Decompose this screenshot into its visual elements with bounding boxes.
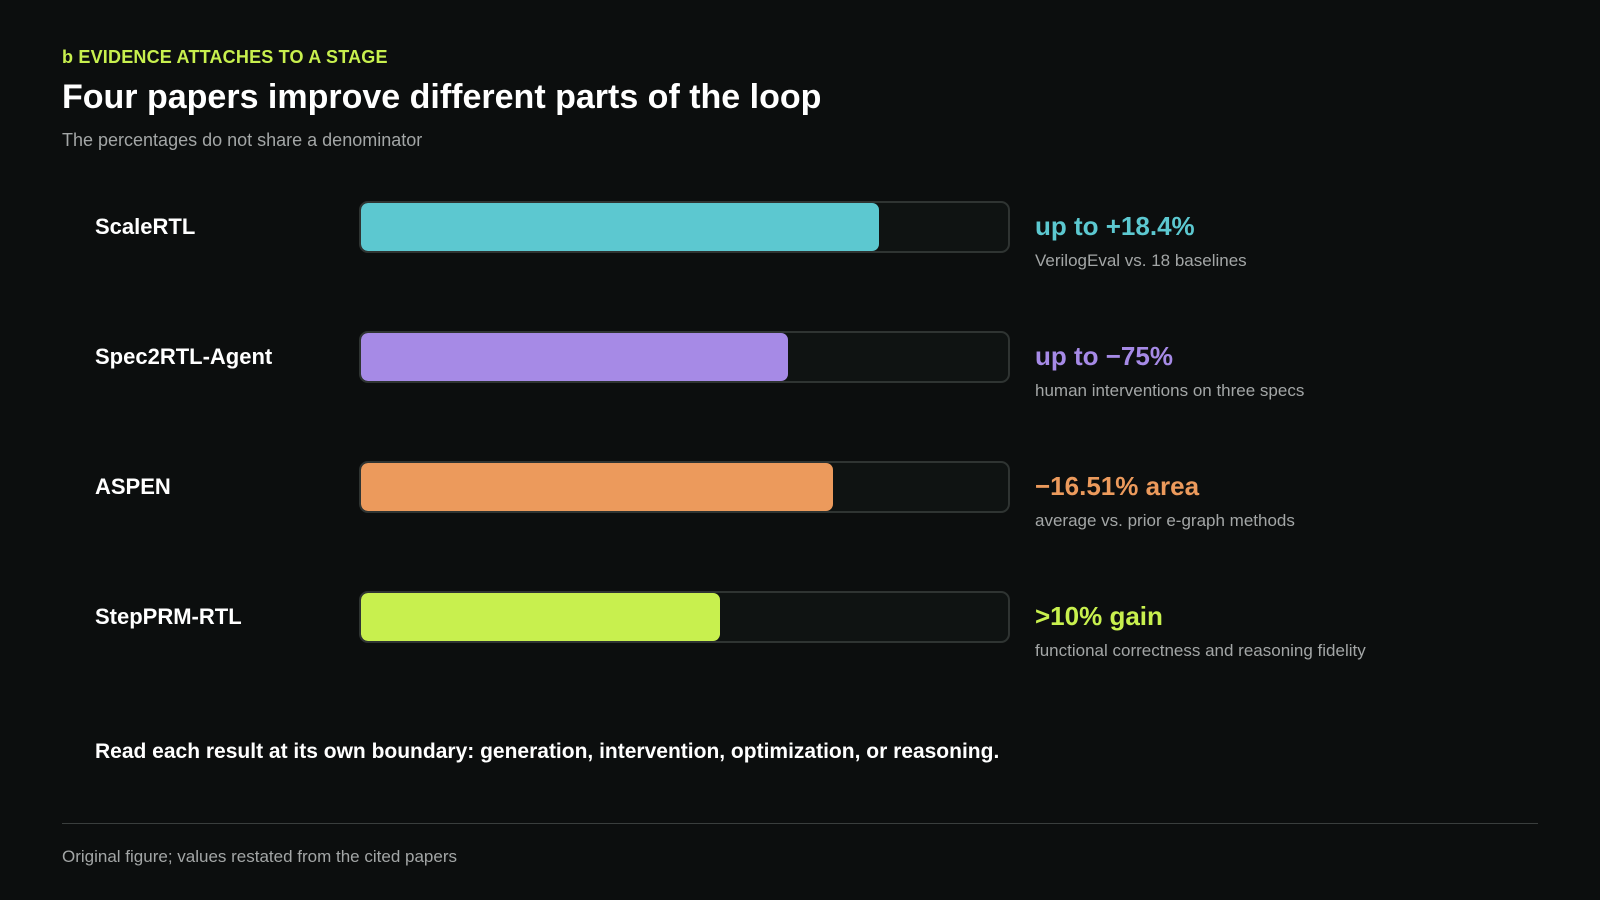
chart-subtitle: The percentages do not share a denominat…	[62, 130, 423, 150]
footer-note: Original figure; values restated from th…	[62, 847, 457, 866]
bar-fill-stepprm-rtl	[361, 593, 721, 641]
bar-track	[359, 201, 1010, 253]
bar-row-stepprm-rtl: StepPRM-RTL >10% gain functional correctne…	[0, 591, 1600, 691]
category-label: Spec2RTL-Agent	[95, 344, 273, 369]
value-note: VerilogEval vs. 18 baselines	[1035, 251, 1247, 270]
value-label: >10% gain	[1035, 601, 1163, 631]
category-label: ASPEN	[95, 474, 171, 499]
value-note: average vs. prior e-graph methods	[1035, 511, 1295, 530]
bar-fill-aspen	[361, 463, 834, 511]
value-label: up to −75%	[1035, 341, 1173, 371]
value-label: up to +18.4%	[1035, 211, 1195, 241]
value-note: human interventions on three specs	[1035, 381, 1305, 400]
bar-row-aspen: ASPEN −16.51% area average vs. prior e-gra…	[0, 461, 1600, 561]
bar-row-scalertl: ScaleRTL up to +18.4% VerilogEval vs. 18 b…	[0, 201, 1600, 301]
bar-track	[359, 331, 1010, 383]
bar-row-spec2rtl-agent: Spec2RTL-Agent up to −75% human interventi…	[0, 331, 1600, 431]
bar-fill-scalertl	[361, 203, 879, 251]
chart-title: Four papers improve different parts of t…	[62, 78, 822, 116]
category-label: ScaleRTL	[95, 214, 196, 239]
takeaway-text: Read each result at its own boundary: ge…	[95, 740, 1000, 763]
bar-track	[359, 591, 1010, 643]
divider	[62, 823, 1538, 824]
value-label: −16.51% area	[1035, 471, 1200, 501]
category-label: StepPRM-RTL	[95, 604, 242, 629]
bar-fill-spec2rtl-agent	[361, 333, 789, 381]
value-note: functional correctness and reasoning fid…	[1035, 641, 1366, 660]
section-eyebrow: b EVIDENCE ATTACHES TO A STAGE	[62, 47, 388, 67]
bar-track	[359, 461, 1010, 513]
